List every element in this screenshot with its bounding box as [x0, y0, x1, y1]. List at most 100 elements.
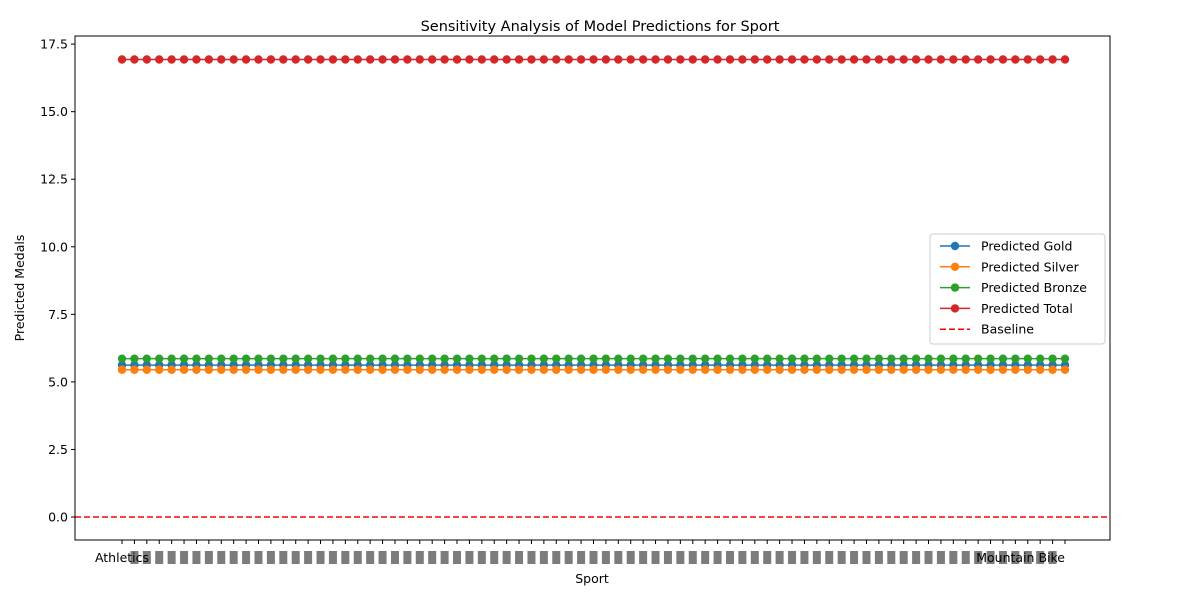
data-point[interactable] [849, 365, 859, 374]
data-point[interactable] [911, 55, 921, 64]
data-point[interactable] [452, 55, 462, 64]
data-point[interactable] [328, 55, 338, 64]
data-point[interactable] [477, 354, 487, 363]
data-point[interactable] [1035, 55, 1045, 64]
legend[interactable]: Predicted Gold Predicted Silver Predicted … [929, 233, 1106, 345]
data-point[interactable] [142, 365, 152, 374]
data-point[interactable] [936, 55, 946, 64]
data-point[interactable] [961, 354, 970, 363]
data-point[interactable] [949, 55, 958, 64]
data-point[interactable] [303, 55, 313, 64]
data-point[interactable] [1011, 365, 1020, 374]
data-point[interactable] [365, 354, 375, 363]
data-point[interactable] [663, 365, 673, 374]
data-point[interactable] [564, 354, 573, 363]
data-point[interactable] [837, 55, 846, 64]
data-point[interactable] [204, 365, 214, 374]
data-point[interactable] [341, 354, 350, 363]
data-point[interactable] [812, 365, 822, 374]
data-point[interactable] [539, 55, 549, 64]
data-point[interactable] [738, 354, 747, 363]
data-point[interactable] [862, 354, 871, 363]
data-point[interactable] [1048, 55, 1057, 64]
data-point[interactable] [303, 354, 313, 363]
data-point[interactable] [589, 354, 598, 363]
data-point[interactable] [576, 354, 586, 363]
data-point[interactable] [700, 365, 710, 374]
data-point[interactable] [1023, 354, 1032, 363]
data-point[interactable] [241, 365, 251, 374]
data-point[interactable] [601, 55, 611, 64]
data-point[interactable] [973, 354, 983, 363]
data-point[interactable] [279, 365, 288, 374]
data-point[interactable] [800, 365, 809, 374]
data-point[interactable] [576, 55, 586, 64]
legend-item[interactable]: Baseline [940, 322, 1034, 337]
data-point[interactable] [341, 55, 350, 64]
data-point[interactable] [949, 365, 958, 374]
data-point[interactable] [539, 354, 549, 363]
data-point[interactable] [117, 55, 127, 64]
data-point[interactable] [378, 365, 387, 374]
data-point[interactable] [1060, 354, 1070, 363]
data-point[interactable] [725, 55, 735, 64]
data-point[interactable] [626, 55, 635, 64]
data-point[interactable] [527, 354, 536, 363]
data-point[interactable] [179, 55, 189, 64]
data-point[interactable] [887, 365, 896, 374]
data-point[interactable] [614, 55, 623, 64]
data-point[interactable] [750, 55, 760, 64]
data-point[interactable] [291, 354, 300, 363]
data-point[interactable] [998, 365, 1008, 374]
data-point[interactable] [812, 55, 822, 64]
data-point[interactable] [1035, 354, 1045, 363]
data-point[interactable] [626, 354, 635, 363]
data-point[interactable] [899, 55, 908, 64]
data-point[interactable] [849, 354, 859, 363]
data-point[interactable] [825, 354, 834, 363]
data-point[interactable] [254, 365, 263, 374]
data-point[interactable] [142, 55, 152, 64]
data-point[interactable] [204, 55, 214, 64]
data-point[interactable] [341, 365, 350, 374]
data-point[interactable] [688, 365, 697, 374]
data-point[interactable] [973, 55, 983, 64]
data-point[interactable] [676, 354, 685, 363]
data-point[interactable] [440, 55, 449, 64]
data-point[interactable] [725, 365, 735, 374]
data-point[interactable] [353, 365, 362, 374]
data-point[interactable] [887, 55, 896, 64]
data-point[interactable] [899, 354, 908, 363]
data-point[interactable] [167, 55, 176, 64]
data-point[interactable] [415, 365, 424, 374]
data-point[interactable] [465, 354, 474, 363]
data-point[interactable] [862, 55, 871, 64]
data-point[interactable] [638, 55, 648, 64]
data-point[interactable] [763, 55, 772, 64]
data-point[interactable] [192, 55, 201, 64]
data-point[interactable] [750, 365, 760, 374]
data-point[interactable] [787, 354, 797, 363]
legend-item[interactable]: Predicted Gold [940, 239, 1072, 254]
data-point[interactable] [589, 55, 598, 64]
data-point[interactable] [614, 354, 623, 363]
data-point[interactable] [452, 365, 462, 374]
data-point[interactable] [254, 354, 263, 363]
data-point[interactable] [427, 354, 437, 363]
data-point[interactable] [713, 365, 722, 374]
data-point[interactable] [601, 365, 611, 374]
data-point[interactable] [217, 365, 226, 374]
legend-item[interactable]: Predicted Total [940, 301, 1073, 316]
data-point[interactable] [204, 354, 214, 363]
data-point[interactable] [1011, 55, 1020, 64]
data-point[interactable] [936, 354, 946, 363]
data-point[interactable] [651, 354, 660, 363]
data-point[interactable] [155, 354, 164, 363]
data-point[interactable] [303, 365, 313, 374]
data-point[interactable] [130, 354, 139, 363]
data-point[interactable] [316, 354, 325, 363]
data-point[interactable] [887, 354, 896, 363]
data-point[interactable] [440, 354, 449, 363]
data-point[interactable] [365, 365, 375, 374]
data-point[interactable] [924, 365, 933, 374]
